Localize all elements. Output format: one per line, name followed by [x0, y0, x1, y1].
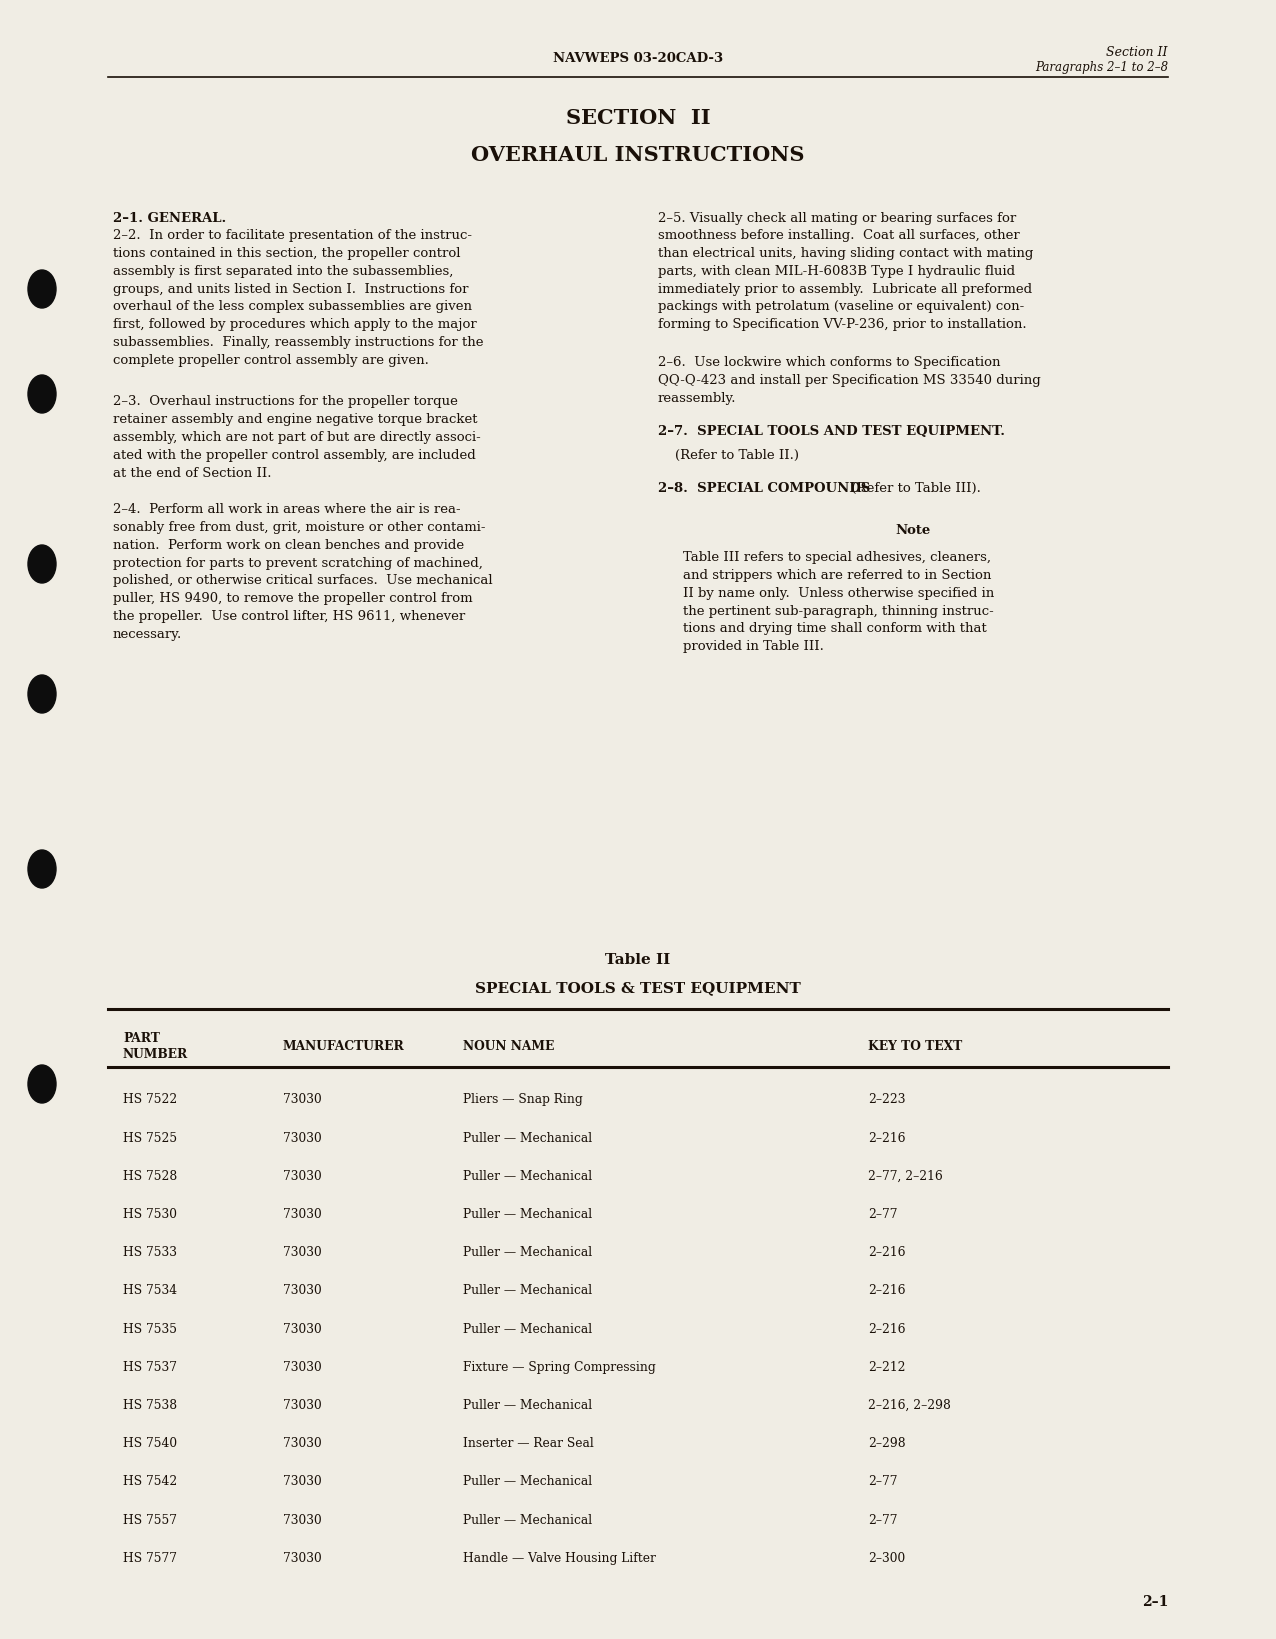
Text: 2–7.  SPECIAL TOOLS AND TEST EQUIPMENT.: 2–7. SPECIAL TOOLS AND TEST EQUIPMENT.	[658, 425, 1005, 438]
Text: 2–77: 2–77	[868, 1513, 897, 1526]
Text: Section II: Section II	[1106, 46, 1168, 59]
Text: Pliers — Snap Ring: Pliers — Snap Ring	[463, 1093, 583, 1106]
Text: 2–216: 2–216	[868, 1323, 906, 1334]
Text: 2–8.  SPECIAL COMPOUNDS: 2–8. SPECIAL COMPOUNDS	[658, 482, 870, 495]
Text: smoothness before installing.  Coat all surfaces, other
than electrical units, h: smoothness before installing. Coat all s…	[658, 229, 1034, 331]
Text: 2–216: 2–216	[868, 1131, 906, 1144]
Text: Puller — Mechanical: Puller — Mechanical	[463, 1208, 592, 1221]
Text: Inserter — Rear Seal: Inserter — Rear Seal	[463, 1436, 593, 1449]
Text: 2–298: 2–298	[868, 1436, 906, 1449]
Text: SPECIAL TOOLS & TEST EQUIPMENT: SPECIAL TOOLS & TEST EQUIPMENT	[475, 980, 801, 995]
Text: PART: PART	[122, 1031, 160, 1044]
Text: 73030: 73030	[283, 1436, 322, 1449]
Text: HS 7530: HS 7530	[122, 1208, 177, 1221]
Text: 2–77: 2–77	[868, 1208, 897, 1221]
Text: NUMBER: NUMBER	[122, 1047, 189, 1060]
Ellipse shape	[28, 375, 56, 413]
Text: Puller — Mechanical: Puller — Mechanical	[463, 1398, 592, 1411]
Text: Puller — Mechanical: Puller — Mechanical	[463, 1246, 592, 1259]
Text: Puller — Mechanical: Puller — Mechanical	[463, 1513, 592, 1526]
Text: (Refer to Table III).: (Refer to Table III).	[843, 482, 981, 495]
Text: 73030: 73030	[283, 1475, 322, 1488]
Text: 2–216: 2–216	[868, 1283, 906, 1296]
Text: HS 7577: HS 7577	[122, 1550, 177, 1564]
Text: OVERHAUL INSTRUCTIONS: OVERHAUL INSTRUCTIONS	[471, 144, 805, 166]
Text: NOUN NAME: NOUN NAME	[463, 1039, 554, 1052]
Text: HS 7535: HS 7535	[122, 1323, 177, 1334]
Text: HS 7538: HS 7538	[122, 1398, 177, 1411]
Text: 73030: 73030	[283, 1246, 322, 1259]
Text: 73030: 73030	[283, 1093, 322, 1106]
Text: HS 7525: HS 7525	[122, 1131, 177, 1144]
Text: Table II: Table II	[605, 952, 671, 967]
Text: Handle — Valve Housing Lifter: Handle — Valve Housing Lifter	[463, 1550, 656, 1564]
Text: Table III refers to special adhesives, cleaners,
and strippers which are referre: Table III refers to special adhesives, c…	[683, 551, 994, 652]
Text: HS 7534: HS 7534	[122, 1283, 177, 1296]
Text: Puller — Mechanical: Puller — Mechanical	[463, 1131, 592, 1144]
Text: SECTION  II: SECTION II	[565, 108, 711, 128]
Ellipse shape	[28, 851, 56, 888]
Text: HS 7528: HS 7528	[122, 1169, 177, 1182]
Text: Puller — Mechanical: Puller — Mechanical	[463, 1475, 592, 1488]
Text: 2–1. GENERAL.: 2–1. GENERAL.	[114, 211, 226, 225]
Text: Puller — Mechanical: Puller — Mechanical	[463, 1283, 592, 1296]
Text: 73030: 73030	[283, 1283, 322, 1296]
Text: HS 7537: HS 7537	[122, 1360, 177, 1373]
Text: 2–6.  Use lockwire which conforms to Specification
QQ-Q-423 and install per Spec: 2–6. Use lockwire which conforms to Spec…	[658, 356, 1041, 405]
Text: Puller — Mechanical: Puller — Mechanical	[463, 1169, 592, 1182]
Text: HS 7557: HS 7557	[122, 1513, 177, 1526]
Text: 2–2.  In order to facilitate presentation of the instruc-
tions contained in thi: 2–2. In order to facilitate presentation…	[114, 229, 484, 367]
Text: 73030: 73030	[283, 1169, 322, 1182]
Text: 73030: 73030	[283, 1323, 322, 1334]
Text: 73030: 73030	[283, 1360, 322, 1373]
Text: Paragraphs 2–1 to 2–8: Paragraphs 2–1 to 2–8	[1035, 61, 1168, 74]
Text: Fixture — Spring Compressing: Fixture — Spring Compressing	[463, 1360, 656, 1373]
Text: 2–223: 2–223	[868, 1093, 906, 1106]
Text: 2–300: 2–300	[868, 1550, 905, 1564]
Text: 73030: 73030	[283, 1513, 322, 1526]
Ellipse shape	[28, 675, 56, 713]
Ellipse shape	[28, 1065, 56, 1103]
Text: 73030: 73030	[283, 1208, 322, 1221]
Text: 73030: 73030	[283, 1398, 322, 1411]
Text: HS 7522: HS 7522	[122, 1093, 177, 1106]
Ellipse shape	[28, 270, 56, 308]
Text: (Refer to Table II.): (Refer to Table II.)	[658, 449, 799, 461]
Text: 2–77: 2–77	[868, 1475, 897, 1488]
Text: NAVWEPS 03-20CAD-3: NAVWEPS 03-20CAD-3	[553, 51, 723, 64]
Text: 2–216, 2–298: 2–216, 2–298	[868, 1398, 951, 1411]
Text: HS 7533: HS 7533	[122, 1246, 177, 1259]
Text: 2–4.  Perform all work in areas where the air is rea-
sonably free from dust, gr: 2–4. Perform all work in areas where the…	[114, 503, 493, 641]
Text: 2–1: 2–1	[1142, 1595, 1168, 1608]
Text: 73030: 73030	[283, 1550, 322, 1564]
Text: Note: Note	[896, 523, 930, 536]
Text: HS 7540: HS 7540	[122, 1436, 177, 1449]
Text: 2–212: 2–212	[868, 1360, 906, 1373]
Text: 73030: 73030	[283, 1131, 322, 1144]
Text: 2–216: 2–216	[868, 1246, 906, 1259]
Text: 2–77, 2–216: 2–77, 2–216	[868, 1169, 943, 1182]
Text: Puller — Mechanical: Puller — Mechanical	[463, 1323, 592, 1334]
Text: MANUFACTURER: MANUFACTURER	[283, 1039, 404, 1052]
Text: KEY TO TEXT: KEY TO TEXT	[868, 1039, 962, 1052]
Ellipse shape	[28, 546, 56, 583]
Text: 2–5. Visually check all mating or bearing surfaces for: 2–5. Visually check all mating or bearin…	[658, 211, 1016, 225]
Text: HS 7542: HS 7542	[122, 1475, 177, 1488]
Text: 2–3.  Overhaul instructions for the propeller torque
retainer assembly and engin: 2–3. Overhaul instructions for the prope…	[114, 395, 481, 479]
